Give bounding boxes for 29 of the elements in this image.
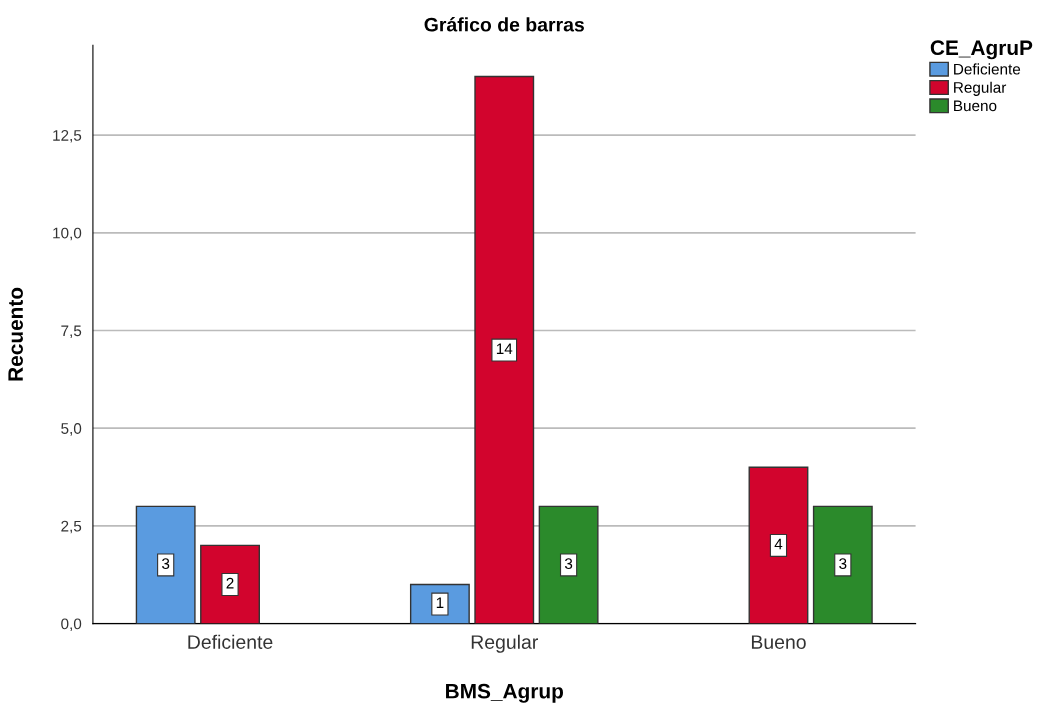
data-label: 4 xyxy=(774,538,783,550)
y-tick-label: 10,0 xyxy=(53,227,82,241)
bar xyxy=(474,75,535,624)
legend-label: Deficiente xyxy=(954,63,1021,75)
x-tick-label: Regular xyxy=(471,634,538,653)
x-tick-label: Bueno xyxy=(751,635,806,649)
data-label: 14 xyxy=(496,343,513,354)
legend-label: Bueno xyxy=(954,100,997,112)
data-label: 1 xyxy=(436,597,444,608)
bar xyxy=(200,544,260,624)
bar xyxy=(135,505,196,624)
x-axis-title: BMS_Agrup xyxy=(446,683,564,703)
bar xyxy=(812,505,873,624)
legend-label: Regular xyxy=(954,81,1007,96)
bar xyxy=(748,466,809,624)
y-tick-label: 2,5 xyxy=(61,520,82,534)
bar xyxy=(538,505,599,624)
data-label: 3 xyxy=(564,558,573,570)
y-tick-label: 5,0 xyxy=(61,423,82,436)
y-tick-label: 7,5 xyxy=(61,325,82,338)
data-label: 2 xyxy=(226,577,234,589)
y-axis-title: Recuento xyxy=(8,287,23,381)
data-label: 3 xyxy=(839,558,847,570)
y-tick-label: 12,5 xyxy=(53,129,82,143)
chart-title: Gráfico de barras xyxy=(424,17,584,32)
legend-title: CE_AgruP xyxy=(930,40,1033,60)
x-tick-label: Deficiente xyxy=(188,634,273,649)
data-label: 3 xyxy=(162,558,170,570)
y-tick-label: 0,0 xyxy=(61,618,82,632)
